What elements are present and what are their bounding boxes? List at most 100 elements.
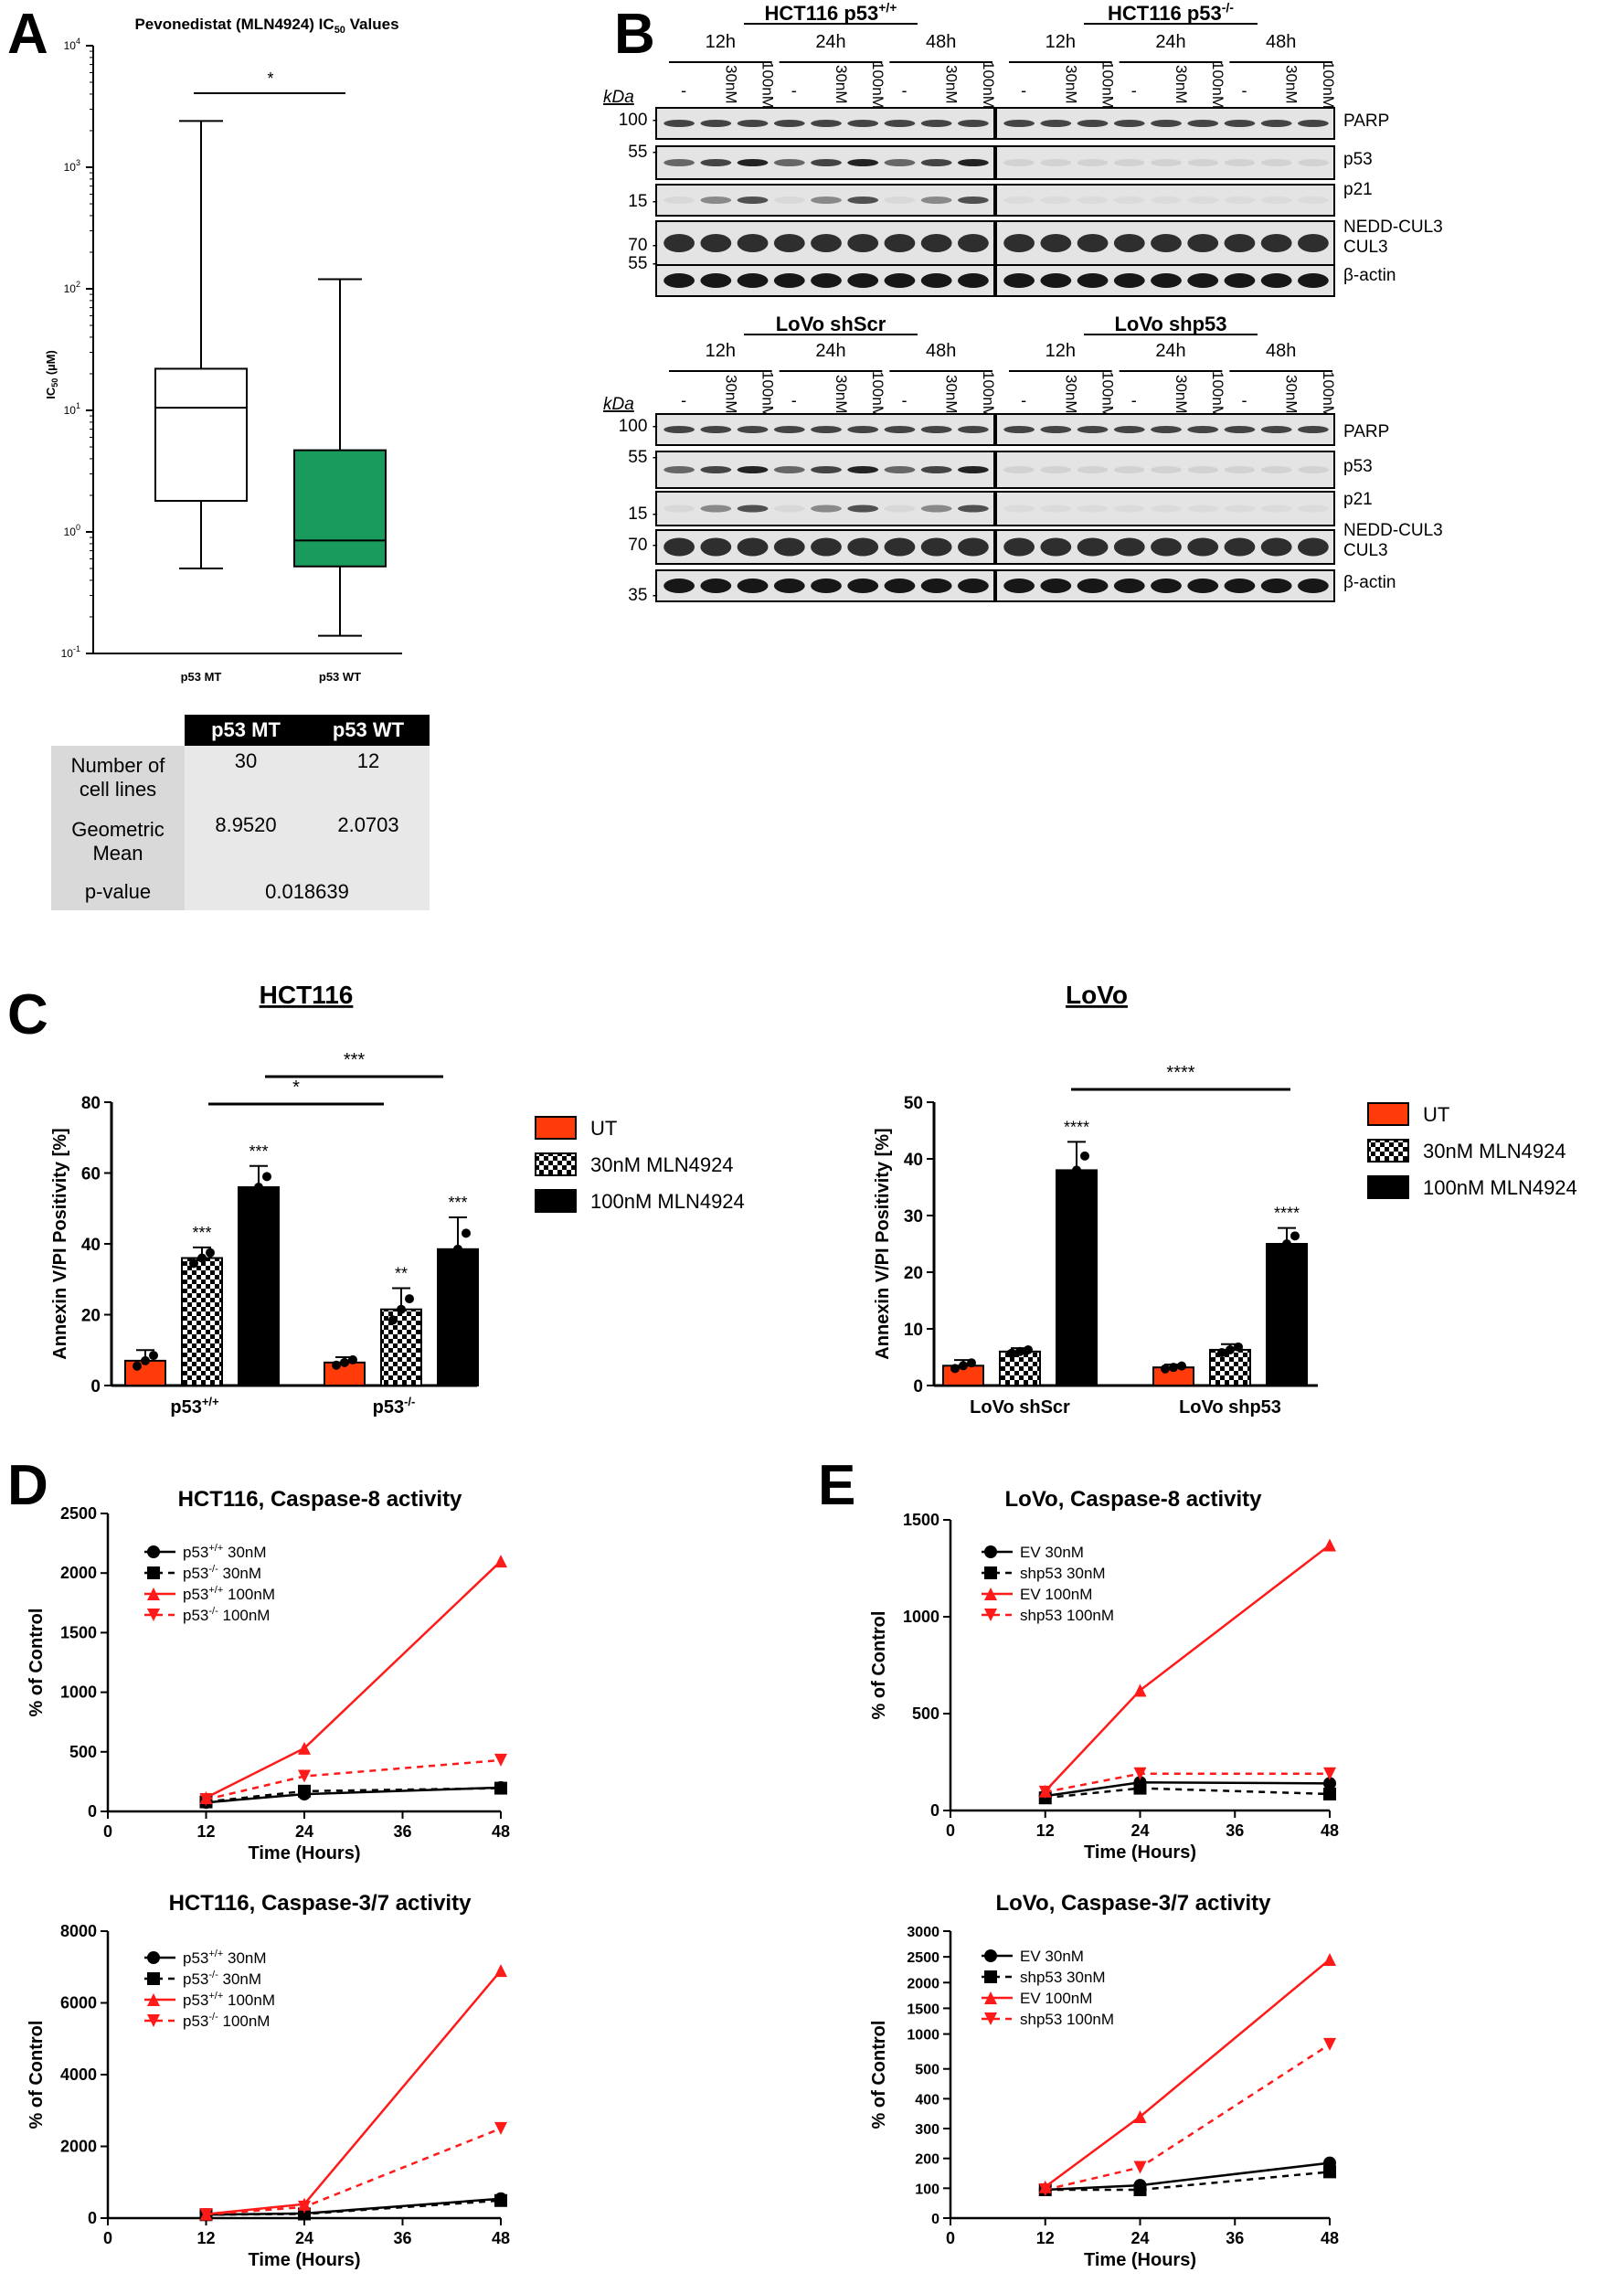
blot-band bbox=[1187, 159, 1219, 166]
blot-band bbox=[663, 537, 695, 557]
legend-label: shp53 30nM bbox=[1020, 1969, 1106, 1986]
dose-untreated: - bbox=[901, 391, 907, 409]
line-chart-title: LoVo, Caspase-3/7 activity bbox=[995, 1891, 1271, 1916]
blot-band bbox=[700, 466, 732, 473]
data-point bbox=[1133, 1683, 1147, 1697]
dose-untreated: - bbox=[1131, 81, 1137, 100]
blot-band bbox=[1224, 273, 1256, 288]
data-point bbox=[1290, 1231, 1300, 1241]
timepoint-label: 12h bbox=[1046, 341, 1076, 361]
panel-label-b: B bbox=[614, 3, 655, 66]
timepoint-label: 48h bbox=[926, 341, 956, 361]
bar-group-label: p53+/+ bbox=[170, 1395, 219, 1418]
panel-label-c: C bbox=[7, 983, 48, 1046]
data-point bbox=[1038, 1785, 1052, 1799]
blot-band bbox=[847, 159, 879, 166]
timepoint-label: 48h bbox=[1266, 32, 1296, 52]
protein-label: β-actin bbox=[1343, 266, 1396, 285]
blot-band bbox=[1260, 537, 1292, 557]
blot-band bbox=[884, 426, 916, 433]
dose-label: 30nM bbox=[1062, 375, 1079, 414]
blot-band bbox=[884, 579, 916, 593]
legend-swatch bbox=[535, 1152, 577, 1176]
blot-band bbox=[1003, 159, 1035, 166]
bar bbox=[1056, 1169, 1098, 1386]
x-tick-label: 48 bbox=[492, 2229, 510, 2247]
x-tick-label: 24 bbox=[295, 2229, 313, 2247]
bar-y-tick-label: 80 bbox=[81, 1094, 101, 1113]
data-point bbox=[133, 1361, 142, 1371]
panel-a-y-ticks: 104 103 102 101 100 10-1 bbox=[61, 37, 93, 660]
blot-band bbox=[847, 196, 879, 204]
timepoint-label: 12h bbox=[706, 341, 736, 361]
sig-stars: *** bbox=[249, 1142, 268, 1161]
panel-a-stats-table: p53 MT p53 WT Number of cell lines 30 12… bbox=[51, 715, 430, 910]
kda-marker: 15 - bbox=[628, 192, 658, 211]
kda-label: kDa bbox=[603, 395, 634, 414]
data-point bbox=[1234, 1342, 1243, 1352]
data-point bbox=[494, 1555, 507, 1568]
blot-band bbox=[773, 579, 805, 593]
blot-band bbox=[663, 273, 695, 288]
blot-band bbox=[1260, 426, 1292, 433]
table-row-label: Geometric Mean bbox=[51, 810, 185, 874]
x-axis-label: Time (Hours) bbox=[249, 1843, 361, 1864]
legend-swatch bbox=[1367, 1139, 1409, 1163]
sig-bracket-label: * bbox=[292, 1078, 300, 1098]
blot-band bbox=[920, 234, 952, 252]
x-tick-label: 0 bbox=[103, 1822, 112, 1841]
blot-band bbox=[737, 120, 769, 127]
y-tick-label: 4000 bbox=[60, 2065, 97, 2084]
blot-band bbox=[1151, 120, 1182, 127]
legend-label: 30nM MLN4924 bbox=[1423, 1140, 1566, 1163]
legend-label: p53+/+ 30nM bbox=[183, 1543, 267, 1561]
bar-chart-title: HCT116 bbox=[260, 981, 354, 1009]
x-tick-label: 36 bbox=[393, 2229, 411, 2247]
blot-band bbox=[700, 504, 732, 513]
blot-band bbox=[1260, 273, 1292, 288]
bar bbox=[437, 1248, 479, 1386]
blot-band bbox=[847, 273, 879, 288]
sig-bracket-label: **** bbox=[1166, 1063, 1194, 1083]
blot-band bbox=[1297, 159, 1329, 166]
table-row-label: p-value bbox=[51, 874, 185, 910]
kda-marker: 70 - bbox=[628, 236, 658, 255]
x-tick-label: 0 bbox=[946, 2229, 955, 2247]
blot-band bbox=[700, 579, 732, 593]
bar-chart-title: LoVo bbox=[1066, 981, 1128, 1009]
blot-band bbox=[1224, 426, 1256, 433]
blot-band bbox=[1003, 273, 1035, 288]
legend-label: p53-/- 100nM bbox=[183, 2012, 270, 2030]
y-axis-label: % of Control bbox=[27, 1609, 47, 1717]
y-tick-label: 2000 bbox=[60, 1564, 97, 1582]
blot-band bbox=[884, 120, 916, 127]
blot-band bbox=[1151, 196, 1182, 204]
panel-label-d: D bbox=[7, 1454, 48, 1517]
data-point bbox=[147, 1972, 160, 1985]
data-point bbox=[147, 1587, 160, 1600]
panel-a-ylabel: IC50 (µM) bbox=[44, 350, 59, 399]
data-point bbox=[1323, 1777, 1336, 1790]
blot-band bbox=[663, 504, 695, 513]
x-tick-label: 12 bbox=[1036, 1821, 1055, 1840]
timepoint-label: 12h bbox=[1046, 32, 1076, 52]
data-point bbox=[1133, 2161, 1147, 2174]
blot-band bbox=[1151, 234, 1182, 252]
series-line bbox=[206, 2197, 502, 2216]
data-point bbox=[1133, 2109, 1147, 2123]
kda-marker: 35 - bbox=[628, 586, 658, 605]
data-point bbox=[462, 1228, 471, 1238]
blot-band bbox=[920, 579, 952, 593]
blot-band bbox=[773, 466, 805, 473]
y-axis-label: % of Control bbox=[27, 2021, 47, 2129]
line-chart-lovo-casp37: LoVo, Caspase-3/7 activity 0 12 24 36 48 0 100 2… bbox=[869, 1891, 1339, 2270]
blot-band bbox=[737, 579, 769, 593]
data-point bbox=[494, 1781, 507, 1795]
table-cell: 2.0703 bbox=[307, 810, 430, 874]
blot-band bbox=[700, 234, 732, 252]
y-tick-label: 0 bbox=[88, 2209, 97, 2227]
y-tick-label: 500 bbox=[912, 1704, 939, 1723]
legend-label: UT bbox=[1423, 1103, 1449, 1126]
blot-band bbox=[847, 426, 879, 433]
legend-label: 100nM MLN4924 bbox=[1423, 1176, 1577, 1199]
